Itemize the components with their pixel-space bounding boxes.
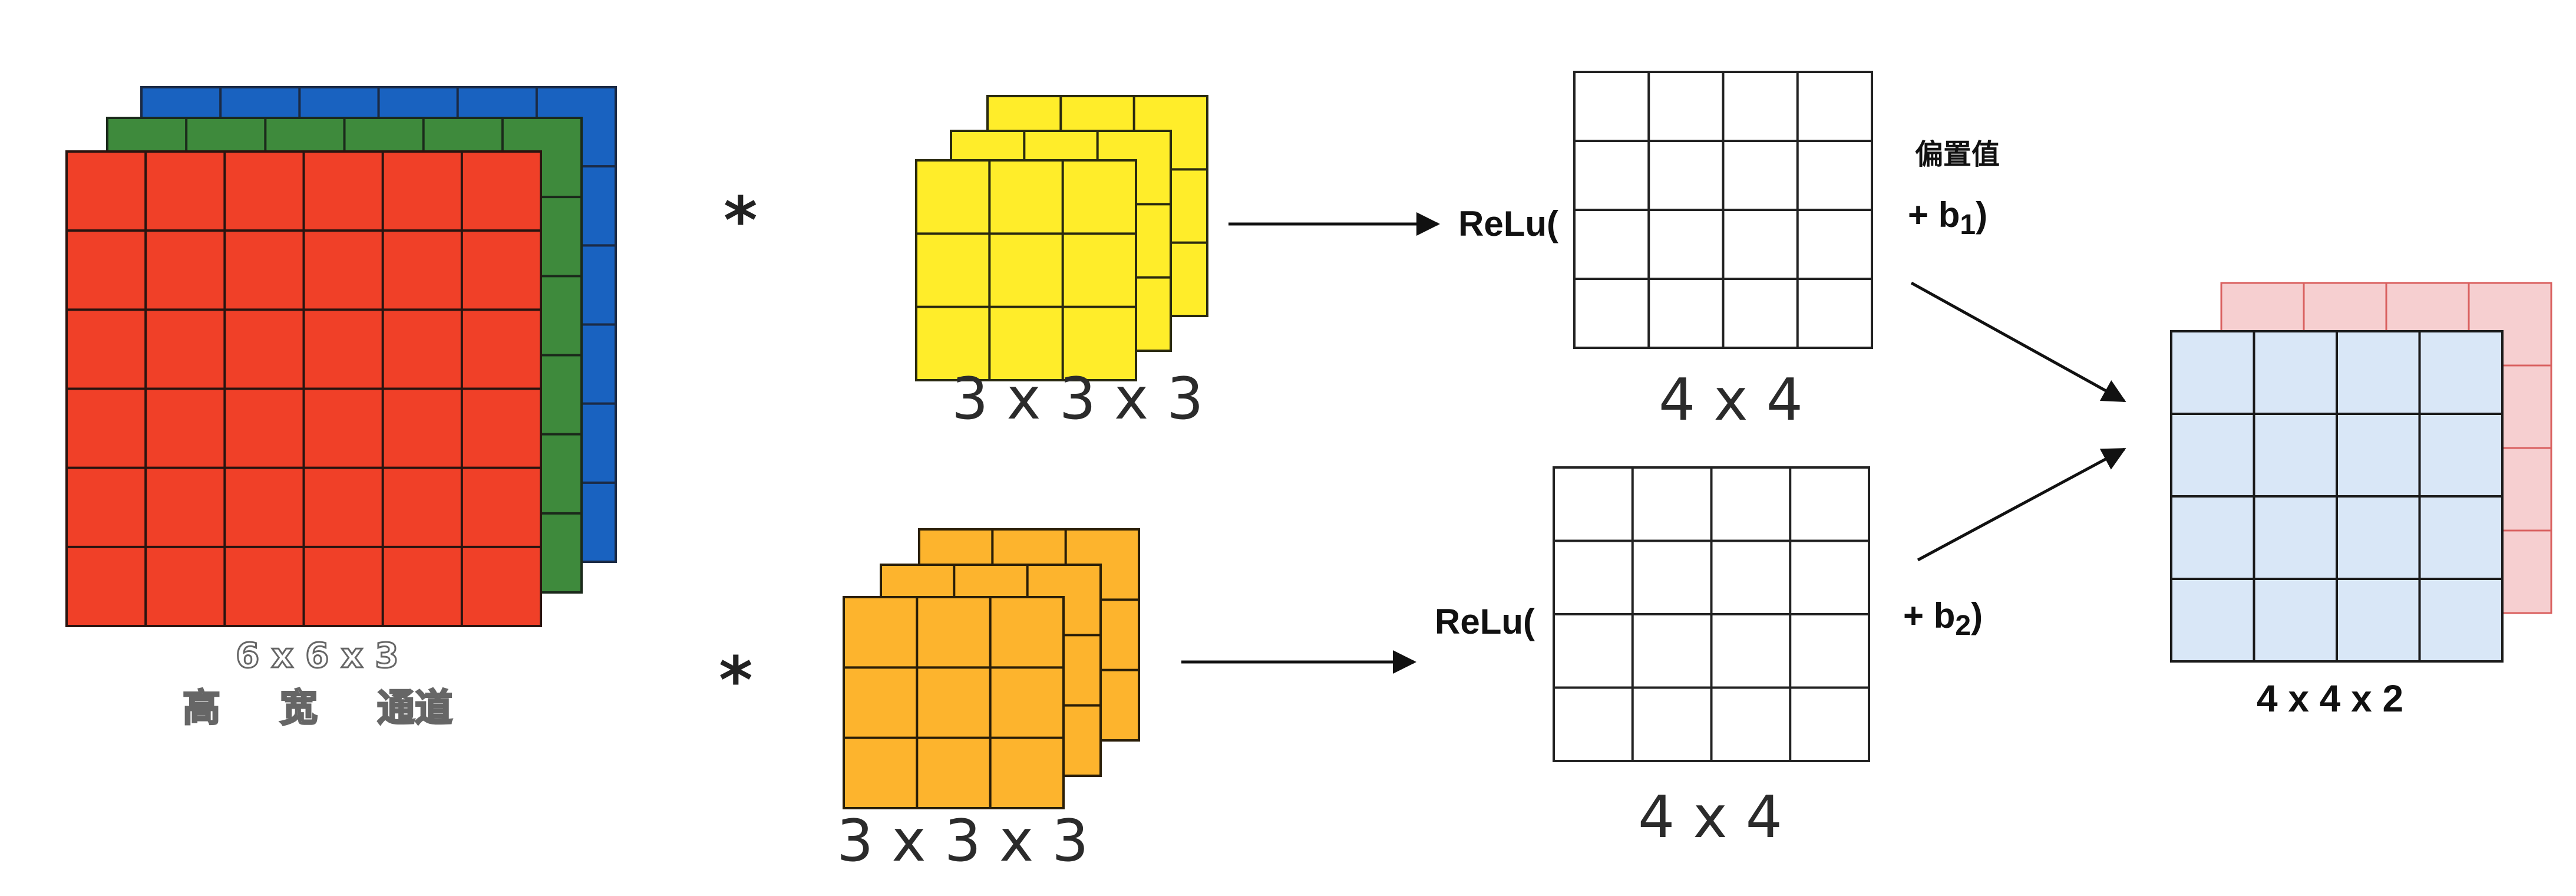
activation-2-cells <box>1553 466 1870 762</box>
input-dim-label: 6 x 6 x 3 <box>235 635 400 677</box>
bias-1: + b1) <box>1908 195 1987 241</box>
filter-2-volume <box>843 528 1140 809</box>
filter-1-label: 3 x 3 x 3 <box>952 365 1204 433</box>
arrow-path2-to-output <box>1917 447 2126 562</box>
activation-1-grid <box>1573 71 1873 349</box>
relu-2-prefix: ReLu( <box>1435 602 1535 641</box>
arrow-path1-to-output <box>1910 281 2126 403</box>
activation-2-label: 4 x 4 <box>1638 784 1782 851</box>
filter-1-slice-front <box>915 159 1137 381</box>
bias-2-subscript: 2 <box>1955 610 1971 641</box>
bias-2-close: ) <box>1971 596 1983 635</box>
output-volume <box>2170 282 2552 663</box>
activation-1-label: 4 x 4 <box>1659 367 1803 434</box>
bias-note: 偏置值 <box>1915 139 2000 170</box>
bias-2-base: + b <box>1903 596 1956 635</box>
input-volume <box>65 86 617 627</box>
bias-1-base: + b <box>1908 195 1960 235</box>
filter-2-slice-front-face <box>843 596 1065 809</box>
activation-2-grid <box>1553 466 1870 762</box>
input-axis-height: 高 <box>182 686 222 732</box>
output-channel-front <box>2170 330 2504 663</box>
activation-1-cells <box>1573 71 1873 349</box>
bias-1-subscript: 1 <box>1960 209 1976 241</box>
bias-1-close: ) <box>1976 195 1988 235</box>
conv-operator-2: * <box>719 643 753 718</box>
bias-2: + b2) <box>1903 595 1983 642</box>
filter-1-slice-front-face <box>915 159 1137 381</box>
output-dim-label: 4 x 4 x 2 <box>2257 677 2404 720</box>
conv-operator-1: * <box>724 183 758 258</box>
relu-1-prefix: ReLu( <box>1458 204 1558 243</box>
input-axis-channel: 通道 <box>377 686 454 732</box>
filter-1-volume <box>915 95 1208 381</box>
input-channel-red <box>65 150 542 627</box>
filter-2-slice-front <box>843 596 1065 809</box>
filter-2-label: 3 x 3 x 3 <box>837 808 1089 875</box>
input-axis-width: 宽 <box>279 686 319 732</box>
